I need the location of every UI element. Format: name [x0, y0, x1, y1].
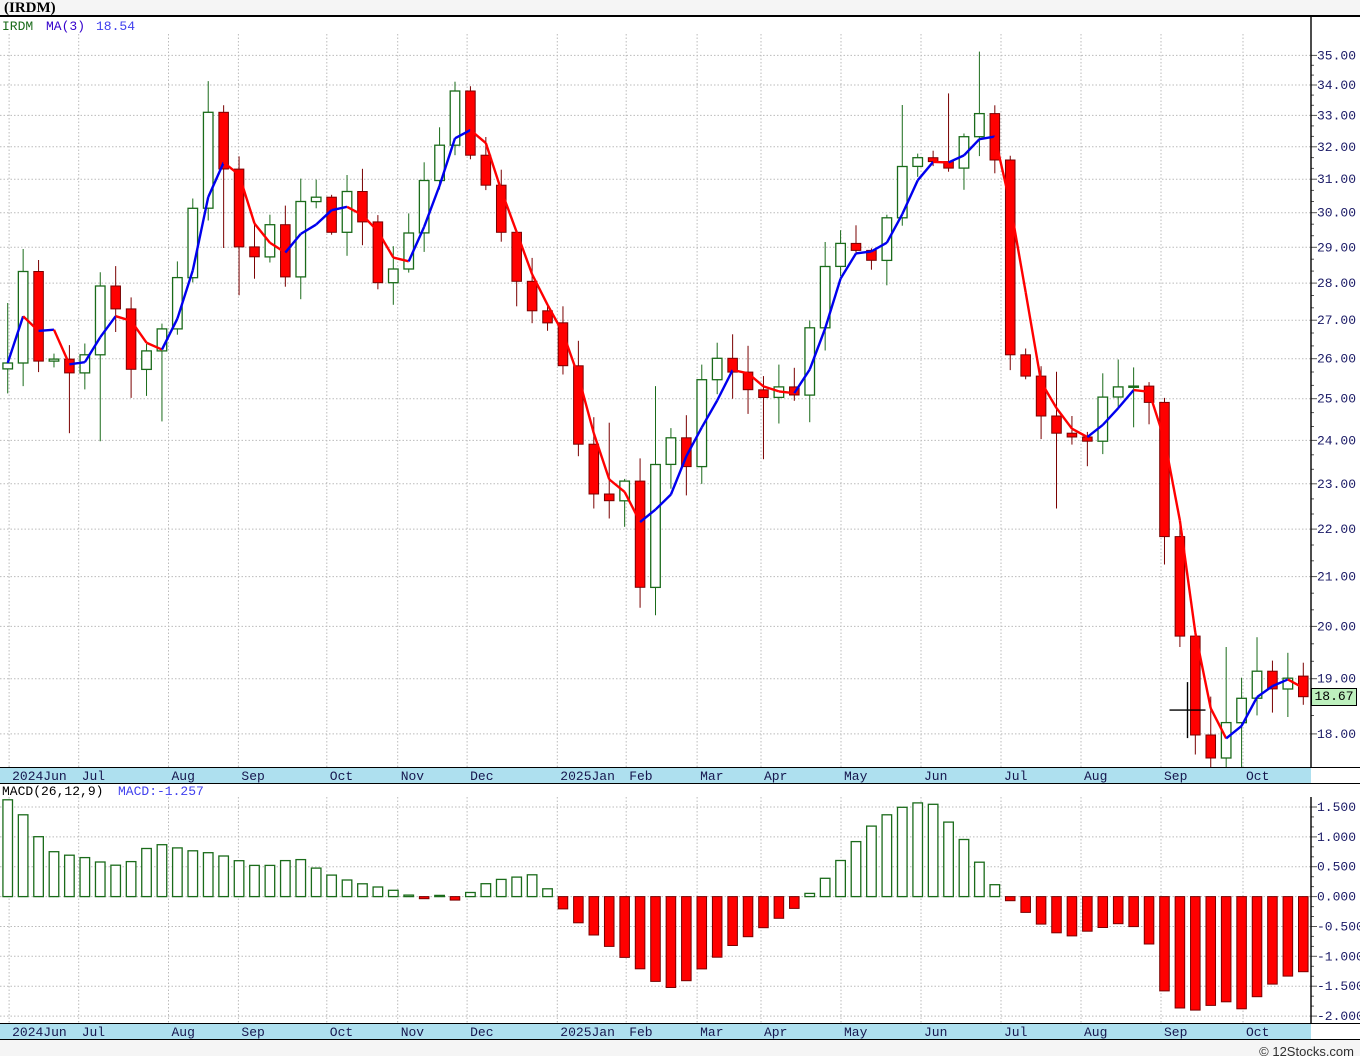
svg-text:26.00: 26.00 [1317, 352, 1356, 367]
svg-text:Mar: Mar [700, 769, 723, 784]
svg-text:20.00: 20.00 [1317, 619, 1356, 634]
svg-text:Jul: Jul [82, 769, 106, 784]
svg-text:Jul: Jul [1004, 1025, 1028, 1040]
svg-text:Oct: Oct [330, 769, 353, 784]
svg-text:0.500: 0.500 [1317, 860, 1356, 875]
svg-text:-1.000: -1.000 [1317, 949, 1360, 964]
svg-text:27.00: 27.00 [1317, 313, 1356, 328]
svg-text:Nov: Nov [401, 769, 425, 784]
svg-text:18.00: 18.00 [1317, 727, 1356, 742]
svg-text:35.00: 35.00 [1317, 48, 1356, 63]
svg-text:34.00: 34.00 [1317, 78, 1356, 93]
svg-text:Dec: Dec [470, 1025, 493, 1040]
svg-text:Mar: Mar [700, 1025, 723, 1040]
svg-text:Jul: Jul [82, 1025, 106, 1040]
svg-text:Apr: Apr [764, 1025, 787, 1040]
svg-text:23.00: 23.00 [1317, 477, 1356, 492]
svg-text:Sep: Sep [1164, 769, 1187, 784]
svg-text:1.500: 1.500 [1317, 800, 1356, 815]
svg-text:MA(3): MA(3) [46, 19, 85, 34]
svg-text:Feb: Feb [629, 1025, 652, 1040]
svg-text:May: May [844, 1025, 868, 1040]
svg-text:Oct: Oct [1246, 1025, 1269, 1040]
svg-text:2024Jun: 2024Jun [12, 769, 67, 784]
svg-text:18.54: 18.54 [96, 19, 135, 34]
svg-text:21.00: 21.00 [1317, 570, 1356, 585]
svg-text:IRDM: IRDM [2, 19, 33, 34]
svg-text:May: May [844, 769, 868, 784]
svg-text:2024Jun: 2024Jun [12, 1025, 67, 1040]
svg-text:1.000: 1.000 [1317, 830, 1356, 845]
svg-text:Apr: Apr [764, 769, 787, 784]
svg-text:Sep: Sep [1164, 1025, 1187, 1040]
svg-text:Aug: Aug [1084, 1025, 1107, 1040]
svg-text:-2.000: -2.000 [1317, 1009, 1360, 1023]
svg-text:-1.500: -1.500 [1317, 979, 1360, 994]
svg-text:0.000: 0.000 [1317, 890, 1356, 905]
svg-text:Aug: Aug [1084, 769, 1107, 784]
svg-text:25.00: 25.00 [1317, 392, 1356, 407]
svg-text:2025Jan: 2025Jan [560, 769, 615, 784]
svg-text:Dec: Dec [470, 769, 493, 784]
svg-text:Jun: Jun [924, 769, 947, 784]
svg-text:Oct: Oct [330, 1025, 353, 1040]
svg-text:32.00: 32.00 [1317, 140, 1356, 155]
svg-text:Jun: Jun [924, 1025, 947, 1040]
svg-text:2025Jan: 2025Jan [560, 1025, 615, 1040]
svg-text:Feb: Feb [629, 769, 652, 784]
svg-text:19.00: 19.00 [1317, 672, 1356, 687]
svg-text:29.00: 29.00 [1317, 240, 1356, 255]
svg-text:24.00: 24.00 [1317, 433, 1356, 448]
svg-text:31.00: 31.00 [1317, 172, 1356, 187]
svg-text:33.00: 33.00 [1317, 108, 1356, 123]
svg-text:Aug: Aug [172, 769, 195, 784]
svg-text:30.00: 30.00 [1317, 206, 1356, 221]
svg-text:-0.500: -0.500 [1317, 920, 1360, 935]
svg-text:Nov: Nov [401, 1025, 425, 1040]
svg-text:22.00: 22.00 [1317, 522, 1356, 537]
svg-text:Sep: Sep [241, 1025, 264, 1040]
svg-text:Jul: Jul [1004, 769, 1028, 784]
svg-text:Aug: Aug [172, 1025, 195, 1040]
svg-text:Sep: Sep [241, 769, 264, 784]
svg-text:Oct: Oct [1246, 769, 1269, 784]
svg-text:28.00: 28.00 [1317, 276, 1356, 291]
